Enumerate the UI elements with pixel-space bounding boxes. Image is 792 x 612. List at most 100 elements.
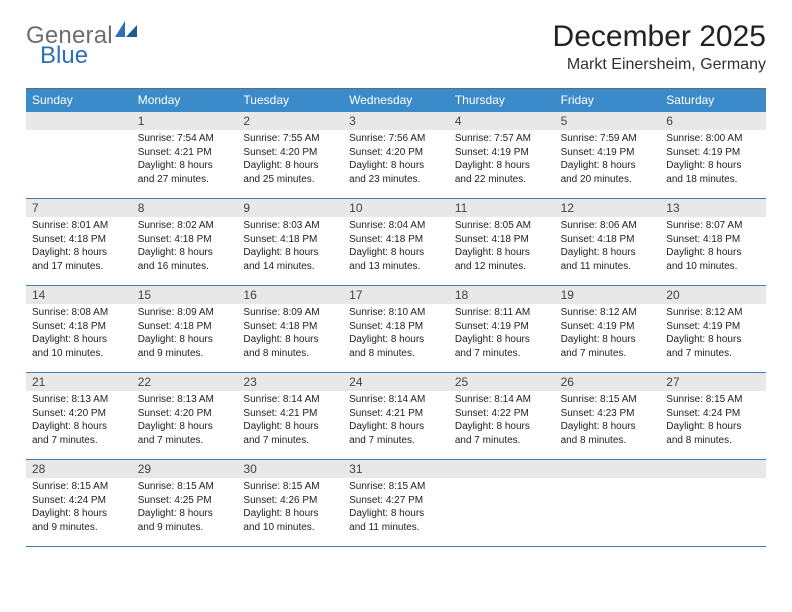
day-number: 4 [449,112,555,130]
daylight-line-1: Daylight: 8 hours [455,420,549,434]
daylight-line-2: and 7 minutes. [32,434,126,448]
empty-day-number [26,112,132,130]
calendar-cell: 3Sunrise: 7:56 AMSunset: 4:20 PMDaylight… [343,112,449,198]
sunrise-line: Sunrise: 8:15 AM [32,480,126,494]
daylight-line-2: and 8 minutes. [349,347,443,361]
daylight-line-2: and 7 minutes. [349,434,443,448]
day-number: 25 [449,373,555,391]
sunset-line: Sunset: 4:18 PM [243,233,337,247]
sunset-line: Sunset: 4:19 PM [666,320,760,334]
daylight-line-1: Daylight: 8 hours [455,333,549,347]
sunset-line: Sunset: 4:18 PM [349,233,443,247]
calendar-cell: 9Sunrise: 8:03 AMSunset: 4:18 PMDaylight… [237,199,343,285]
day-number: 29 [132,460,238,478]
daylight-line-1: Daylight: 8 hours [666,159,760,173]
day-header: Thursday [449,89,555,112]
sunrise-line: Sunrise: 8:00 AM [666,132,760,146]
daylight-line-1: Daylight: 8 hours [349,420,443,434]
daylight-line-2: and 9 minutes. [32,521,126,535]
daylight-line-1: Daylight: 8 hours [138,159,232,173]
daylight-line-1: Daylight: 8 hours [455,246,549,260]
daylight-line-1: Daylight: 8 hours [349,246,443,260]
calendar-week: 7Sunrise: 8:01 AMSunset: 4:18 PMDaylight… [26,199,766,286]
day-header: Tuesday [237,89,343,112]
calendar-cell: 30Sunrise: 8:15 AMSunset: 4:26 PMDayligh… [237,460,343,546]
daylight-line-2: and 18 minutes. [666,173,760,187]
sunrise-line: Sunrise: 8:15 AM [561,393,655,407]
daylight-line-1: Daylight: 8 hours [666,333,760,347]
day-header: Friday [555,89,661,112]
day-number: 15 [132,286,238,304]
sunrise-line: Sunrise: 7:55 AM [243,132,337,146]
day-number: 11 [449,199,555,217]
calendar-cell: 14Sunrise: 8:08 AMSunset: 4:18 PMDayligh… [26,286,132,372]
day-header: Wednesday [343,89,449,112]
sunset-line: Sunset: 4:19 PM [666,146,760,160]
calendar-cell: 4Sunrise: 7:57 AMSunset: 4:19 PMDaylight… [449,112,555,198]
calendar-cell: 7Sunrise: 8:01 AMSunset: 4:18 PMDaylight… [26,199,132,285]
sunrise-line: Sunrise: 8:02 AM [138,219,232,233]
day-number: 8 [132,199,238,217]
sunset-line: Sunset: 4:18 PM [455,233,549,247]
sunrise-line: Sunrise: 8:15 AM [666,393,760,407]
daylight-line-2: and 11 minutes. [561,260,655,274]
sunrise-line: Sunrise: 8:12 AM [666,306,760,320]
title-block: December 2025 Markt Einersheim, Germany [553,20,766,74]
day-number: 7 [26,199,132,217]
day-header: Sunday [26,89,132,112]
calendar-cell: 15Sunrise: 8:09 AMSunset: 4:18 PMDayligh… [132,286,238,372]
daylight-line-1: Daylight: 8 hours [243,246,337,260]
daylight-line-1: Daylight: 8 hours [32,507,126,521]
calendar-cell: 8Sunrise: 8:02 AMSunset: 4:18 PMDaylight… [132,199,238,285]
brand-word-blue: Blue [40,44,88,68]
sunrise-line: Sunrise: 8:10 AM [349,306,443,320]
calendar-cell: 23Sunrise: 8:14 AMSunset: 4:21 PMDayligh… [237,373,343,459]
day-number: 31 [343,460,449,478]
day-number: 9 [237,199,343,217]
daylight-line-1: Daylight: 8 hours [32,333,126,347]
sunset-line: Sunset: 4:26 PM [243,494,337,508]
daylight-line-1: Daylight: 8 hours [138,333,232,347]
sunset-line: Sunset: 4:19 PM [561,146,655,160]
sunset-line: Sunset: 4:18 PM [561,233,655,247]
sail-icon [115,21,137,37]
location-label: Markt Einersheim, Germany [553,56,766,74]
sunset-line: Sunset: 4:18 PM [349,320,443,334]
sunset-line: Sunset: 4:25 PM [138,494,232,508]
calendar: SundayMondayTuesdayWednesdayThursdayFrid… [26,88,766,547]
brand-logo: General Blue [26,20,137,68]
daylight-line-2: and 12 minutes. [455,260,549,274]
calendar-cell: 27Sunrise: 8:15 AMSunset: 4:24 PMDayligh… [660,373,766,459]
calendar-cell: 19Sunrise: 8:12 AMSunset: 4:19 PMDayligh… [555,286,661,372]
daylight-line-2: and 10 minutes. [32,347,126,361]
daylight-line-2: and 9 minutes. [138,347,232,361]
sunrise-line: Sunrise: 8:09 AM [243,306,337,320]
sunset-line: Sunset: 4:20 PM [349,146,443,160]
day-number: 13 [660,199,766,217]
calendar-cell [660,460,766,546]
day-number: 3 [343,112,449,130]
header: General Blue December 2025 Markt Einersh… [26,20,766,74]
daylight-line-2: and 16 minutes. [138,260,232,274]
sunset-line: Sunset: 4:27 PM [349,494,443,508]
sunset-line: Sunset: 4:24 PM [32,494,126,508]
sunset-line: Sunset: 4:18 PM [243,320,337,334]
calendar-week: 1Sunrise: 7:54 AMSunset: 4:21 PMDaylight… [26,112,766,199]
sunrise-line: Sunrise: 8:15 AM [138,480,232,494]
sunset-line: Sunset: 4:19 PM [455,146,549,160]
daylight-line-2: and 20 minutes. [561,173,655,187]
day-number: 26 [555,373,661,391]
day-number: 10 [343,199,449,217]
calendar-cell: 28Sunrise: 8:15 AMSunset: 4:24 PMDayligh… [26,460,132,546]
daylight-line-2: and 7 minutes. [243,434,337,448]
daylight-line-2: and 7 minutes. [561,347,655,361]
sunset-line: Sunset: 4:18 PM [666,233,760,247]
daylight-line-1: Daylight: 8 hours [349,159,443,173]
sunrise-line: Sunrise: 8:01 AM [32,219,126,233]
sunrise-line: Sunrise: 7:54 AM [138,132,232,146]
sunrise-line: Sunrise: 7:59 AM [561,132,655,146]
calendar-cell: 24Sunrise: 8:14 AMSunset: 4:21 PMDayligh… [343,373,449,459]
day-number: 5 [555,112,661,130]
daylight-line-1: Daylight: 8 hours [561,333,655,347]
sunrise-line: Sunrise: 8:14 AM [349,393,443,407]
